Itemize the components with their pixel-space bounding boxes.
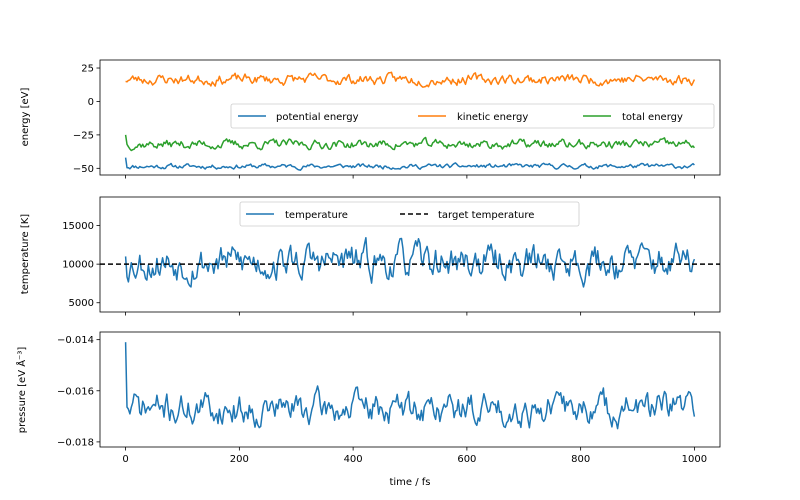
temperature-ylabel: temperature [K] xyxy=(20,214,31,294)
potential-energy-line xyxy=(124,157,695,171)
y-tick-label: −25 xyxy=(73,130,94,141)
y-tick-label: −0.014 xyxy=(57,335,94,346)
pressure-plot-area xyxy=(124,342,696,430)
x-tick-label: 200 xyxy=(230,454,249,465)
pressure-panel: −0.014 −0.016 −0.018 0 200 400 600 800 1000 pre… xyxy=(15,331,721,488)
temperature-panel: 15000 10000 5000 temperature [K] temperatu… xyxy=(20,196,721,316)
pressure-series-group xyxy=(124,342,696,430)
pressure-ylabel: pressure [eV Å⁻³] xyxy=(15,347,28,434)
energy-legend-box xyxy=(230,103,715,129)
y-tick-label: −0.018 xyxy=(57,437,94,448)
y-tick-label: 5000 xyxy=(69,298,94,309)
temperature-y-ticks: 15000 10000 5000 xyxy=(62,221,100,309)
energy-axes-frame xyxy=(99,59,721,176)
temperature-legend: temperature target temperature xyxy=(239,201,580,227)
x-tick-label: 800 xyxy=(571,454,590,465)
energy-x-ticks xyxy=(125,175,695,179)
y-tick-label: 15000 xyxy=(62,221,94,232)
y-tick-label: 10000 xyxy=(62,260,94,271)
temperature-plot-area xyxy=(100,236,720,288)
energy-panel: 25 0 −25 −50 energy [eV] potential energy k… xyxy=(20,59,721,179)
y-tick-label: 25 xyxy=(81,64,94,75)
legend-label-potential-energy: potential energy xyxy=(276,112,359,123)
legend-label-kinetic-energy: kinetic energy xyxy=(457,112,528,123)
pressure-axes-frame xyxy=(99,331,721,448)
energy-ylabel: energy [eV] xyxy=(20,87,31,146)
pressure-xlabel: time / fs xyxy=(389,477,430,488)
temperature-x-ticks xyxy=(125,312,695,316)
legend-label-total-energy: total energy xyxy=(622,112,683,123)
y-tick-label: 0 xyxy=(88,97,94,108)
x-tick-label: 1000 xyxy=(682,454,707,465)
y-tick-label: −0.016 xyxy=(57,386,94,397)
temperature-line xyxy=(124,236,696,288)
energy-y-ticks: 25 0 −25 −50 xyxy=(73,64,100,175)
kinetic-energy-line xyxy=(125,71,696,88)
x-tick-label: 400 xyxy=(344,454,363,465)
pressure-line xyxy=(124,342,696,430)
energy-series-group xyxy=(124,71,696,171)
legend-label-temperature: temperature xyxy=(285,210,348,221)
legend-label-target-temperature: target temperature xyxy=(438,210,534,221)
x-tick-label: 0 xyxy=(122,454,128,465)
x-tick-label: 600 xyxy=(457,454,476,465)
energy-legend: potential energy kinetic energy total en… xyxy=(230,103,715,129)
temperature-series-group xyxy=(100,236,720,288)
pressure-x-ticks: 0 200 400 600 800 1000 xyxy=(122,447,707,465)
total-energy-line xyxy=(124,134,695,152)
pressure-y-ticks: −0.014 −0.016 −0.018 xyxy=(57,335,100,448)
energy-plot-area xyxy=(124,71,696,171)
y-tick-label: −50 xyxy=(73,164,94,175)
temperature-axes-frame xyxy=(99,196,721,313)
